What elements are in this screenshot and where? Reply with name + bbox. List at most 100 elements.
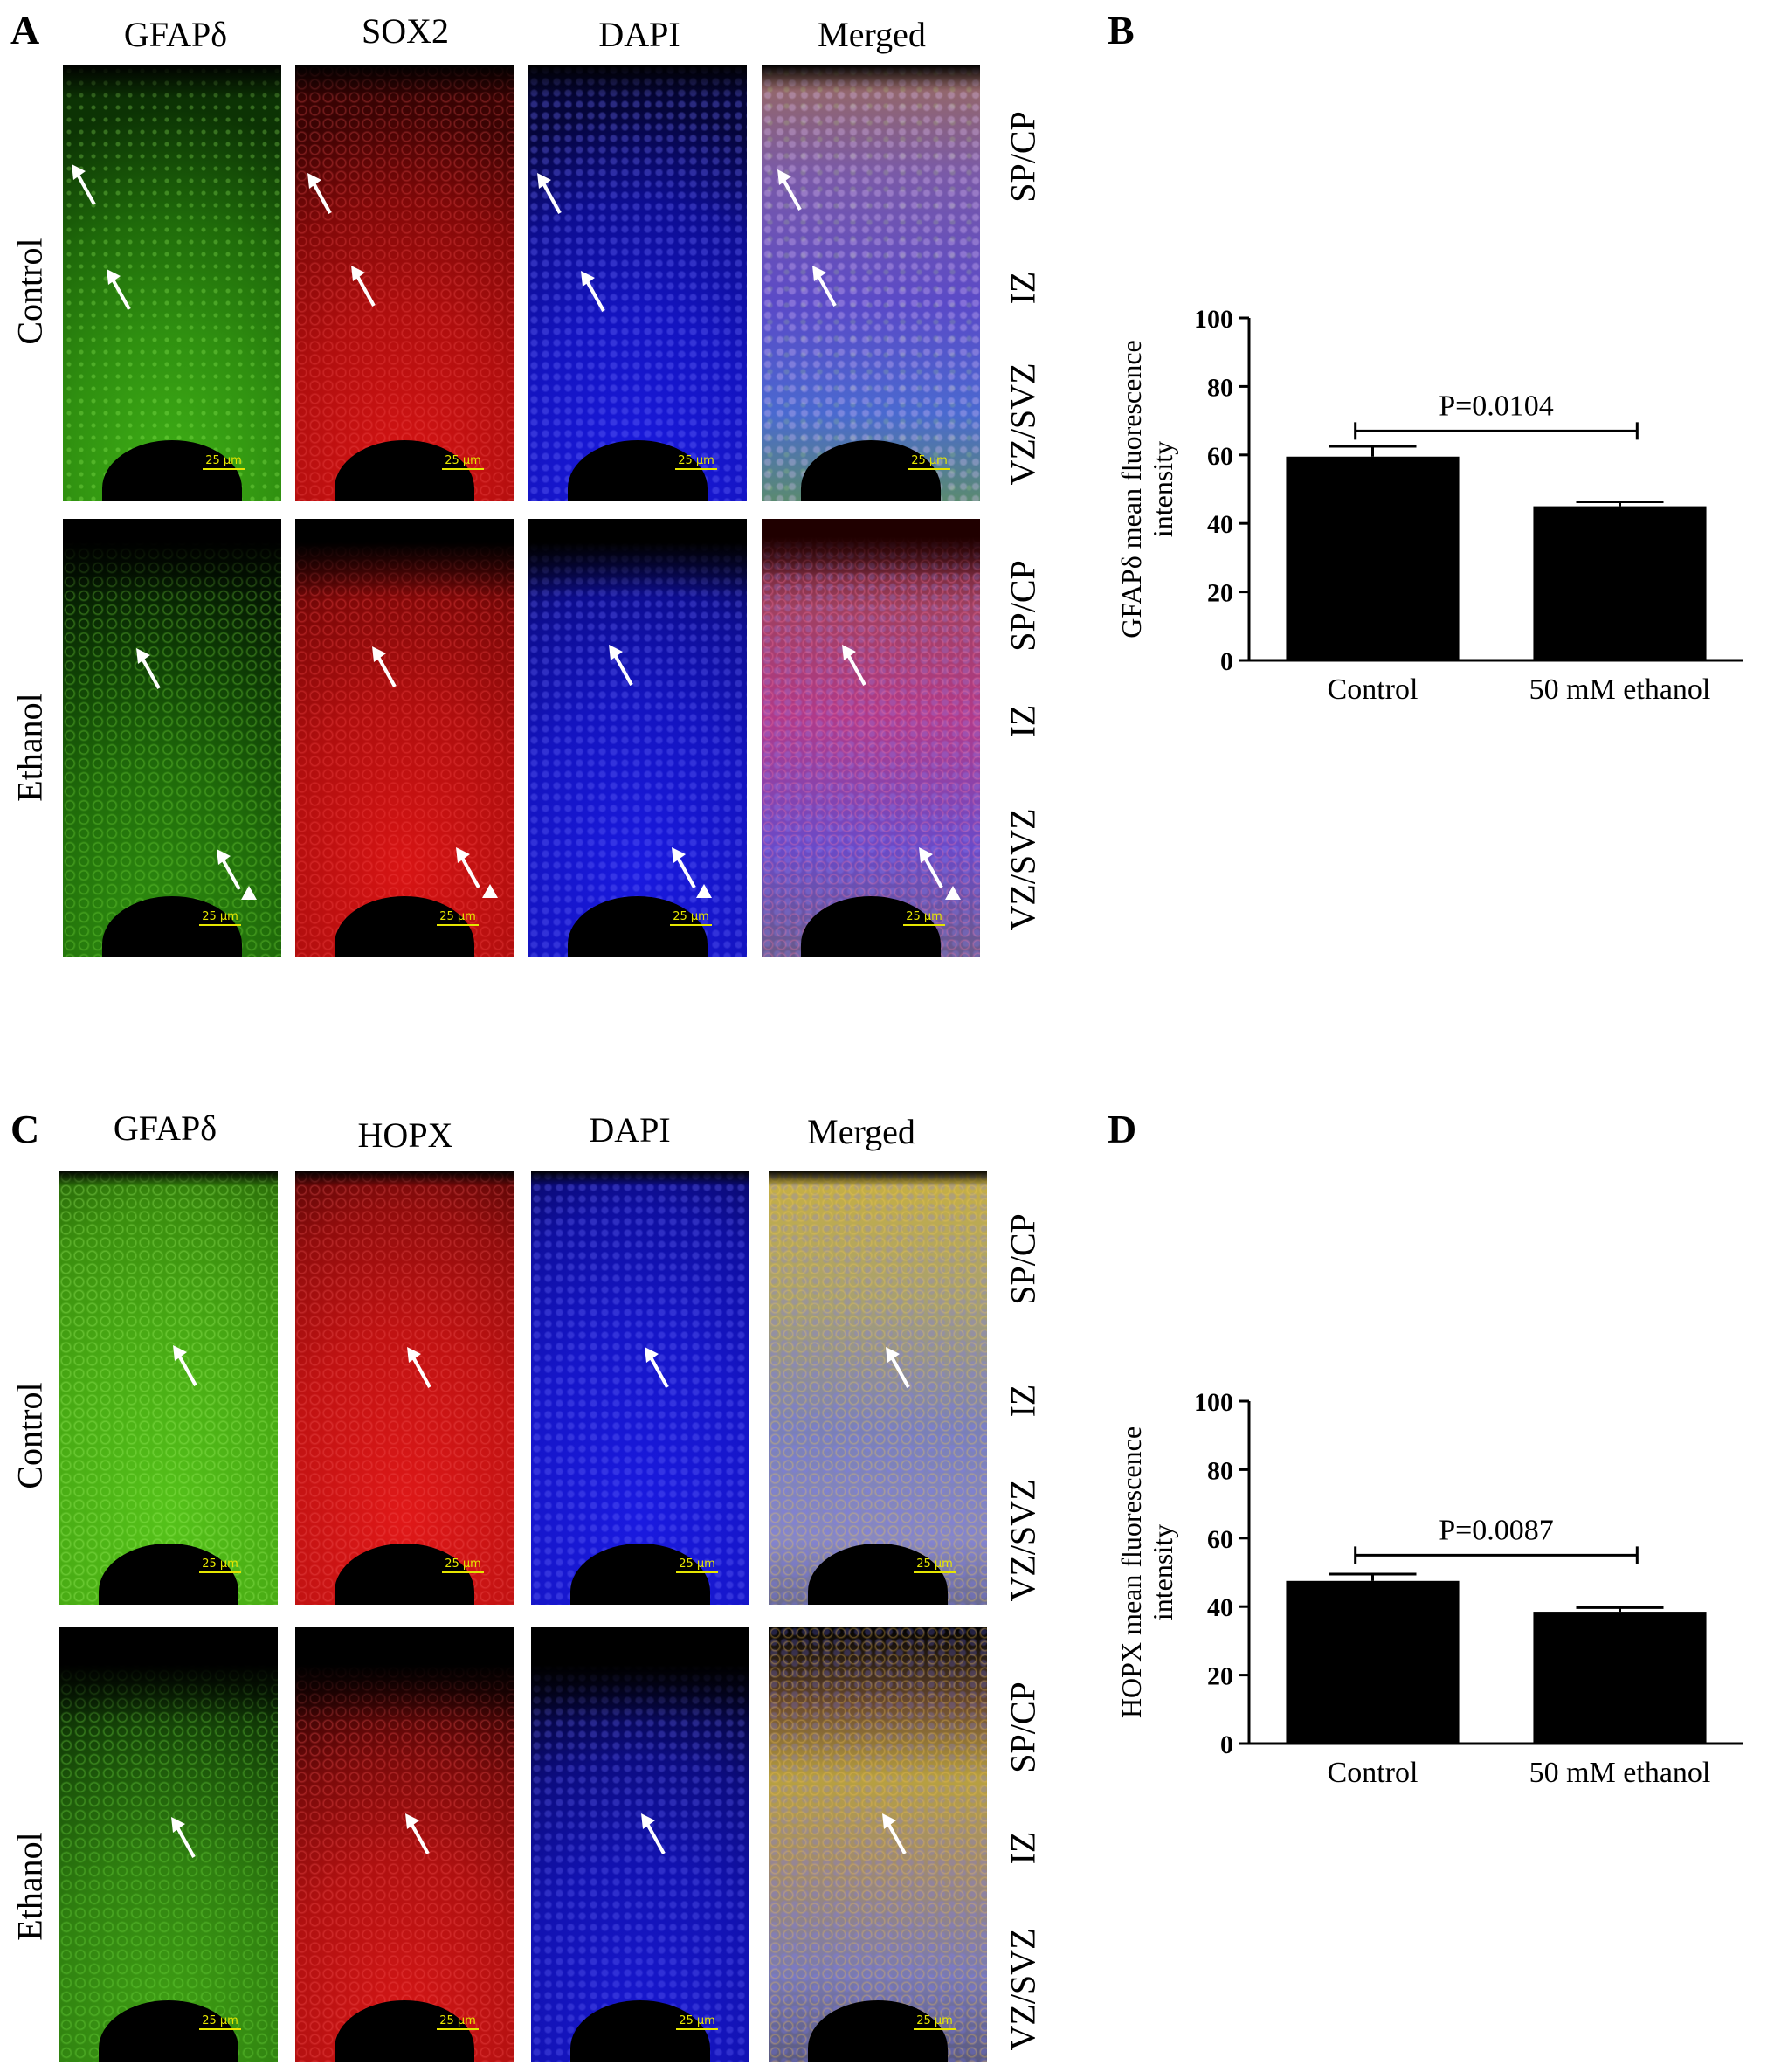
y-tick-label: 40 bbox=[1207, 510, 1233, 539]
micrograph-gfap-control: 25 µm bbox=[63, 65, 281, 501]
col-label-sox2: SOX2 bbox=[361, 11, 450, 51]
arrow-marker bbox=[351, 266, 376, 307]
scale-bar: 25 µm bbox=[437, 910, 479, 926]
y-tick-label: 0 bbox=[1220, 1730, 1233, 1759]
micrograph-merged-control: 25 µm bbox=[769, 1171, 987, 1605]
zone-label-iz: IZ bbox=[1003, 1831, 1043, 1865]
micrograph-dapi-ethanol: 25 µm bbox=[531, 1627, 749, 2062]
y-axis-label-line: intensity bbox=[1147, 441, 1178, 537]
arrow-marker bbox=[456, 847, 480, 888]
row-label-ethanol: Ethanol bbox=[10, 693, 50, 802]
scale-bar: 25 µm bbox=[914, 2014, 956, 2030]
col-label-hopx: HOPX bbox=[357, 1115, 453, 1155]
zone-label-spcp: SP/CP bbox=[1003, 560, 1043, 652]
scale-bar: 25 µm bbox=[437, 2014, 479, 2030]
bar bbox=[1286, 1580, 1460, 1744]
micrograph-hopx-control: 25 µm bbox=[295, 1171, 514, 1605]
scale-bar: 25 µm bbox=[670, 910, 712, 926]
y-tick-label: 0 bbox=[1220, 647, 1233, 676]
arrow-marker bbox=[372, 646, 397, 687]
micrograph-dapi-control: 25 µm bbox=[531, 1171, 749, 1605]
zone-label-iz: IZ bbox=[1003, 704, 1043, 738]
scale-bar: 25 µm bbox=[442, 1557, 484, 1573]
y-axis-label: HOPX mean fluorescence intensity bbox=[1115, 1426, 1178, 1718]
y-tick-label: 80 bbox=[1207, 1456, 1233, 1485]
scale-bar: 25 µm bbox=[199, 2014, 241, 2030]
arrow-marker bbox=[645, 1347, 669, 1388]
col-label-merged: Merged bbox=[818, 15, 926, 54]
arrow-marker bbox=[72, 164, 96, 205]
arrow-marker bbox=[136, 648, 161, 689]
y-tick-label: 80 bbox=[1207, 373, 1233, 402]
zone-label-spcp: SP/CP bbox=[1003, 1682, 1043, 1773]
row-label-control: Control bbox=[10, 1382, 50, 1489]
arrow-marker bbox=[307, 173, 332, 214]
bar bbox=[1533, 1612, 1707, 1744]
arrow-marker bbox=[171, 1817, 196, 1858]
zone-label-iz: IZ bbox=[1003, 271, 1043, 305]
bar bbox=[1533, 506, 1707, 660]
micrograph-merged-ethanol: 25 µm bbox=[769, 1627, 987, 2062]
y-axis-label-line: HOPX mean fluorescence bbox=[1115, 1426, 1147, 1718]
x-tick-label: Control bbox=[1328, 1757, 1419, 1789]
scale-bar: 25 µm bbox=[903, 910, 945, 926]
y-tick-label: 20 bbox=[1207, 1662, 1233, 1691]
zone-label-vzsvz: VZ/SVZ bbox=[1003, 1479, 1043, 1602]
x-tick-label: 50 mM ethanol bbox=[1529, 673, 1711, 706]
scale-bar: 25 µm bbox=[199, 1557, 241, 1573]
scale-bar: 25 µm bbox=[676, 1557, 718, 1573]
micrograph-merged-control: 25 µm bbox=[762, 65, 980, 501]
y-tick-label: 100 bbox=[1194, 1388, 1233, 1417]
micrograph-sox2-ethanol: 25 µm bbox=[295, 519, 514, 957]
x-tick-label: 50 mM ethanol bbox=[1529, 1757, 1711, 1789]
col-label-gfap: GFAPδ bbox=[123, 15, 228, 54]
scale-bar: 25 µm bbox=[914, 1557, 956, 1573]
bar-chart-gfap: 0 20 40 60 80 100 GFAPδ mean fluorescence inten… bbox=[1115, 305, 1743, 706]
arrow-marker bbox=[107, 269, 131, 310]
y-tick-label: 20 bbox=[1207, 579, 1233, 608]
scale-bar: 25 µm bbox=[908, 454, 950, 470]
row-label-control: Control bbox=[10, 238, 50, 345]
micrograph-gfap-control: 25 µm bbox=[59, 1171, 278, 1605]
zone-label-vzsvz: VZ/SVZ bbox=[1003, 808, 1043, 931]
zone-label-vzsvz: VZ/SVZ bbox=[1003, 1928, 1043, 2051]
arrow-marker bbox=[581, 271, 605, 312]
scale-bar: 25 µm bbox=[442, 454, 484, 470]
bar-chart-hopx: 0 20 40 60 80 100 HOPX mean fluorescence intens… bbox=[1115, 1388, 1743, 1789]
scale-bar: 25 µm bbox=[199, 910, 241, 926]
zone-label-iz: IZ bbox=[1003, 1384, 1043, 1418]
zone-label-spcp: SP/CP bbox=[1003, 1213, 1043, 1305]
arrow-marker bbox=[609, 645, 633, 686]
col-label-dapi: DAPI bbox=[598, 15, 680, 54]
arrowhead-marker bbox=[696, 884, 712, 898]
arrow-marker bbox=[672, 847, 696, 888]
micrograph-gfap-ethanol: 25 µm bbox=[59, 1627, 278, 2062]
col-label-dapi: DAPI bbox=[589, 1110, 671, 1150]
micrograph-dapi-ethanol: 25 µm bbox=[528, 519, 747, 957]
panel-letter-a: A bbox=[10, 8, 40, 52]
arrow-marker bbox=[886, 1347, 910, 1388]
p-value-label: P=0.0087 bbox=[1439, 1514, 1554, 1546]
micrograph-merged-ethanol: 25 µm bbox=[762, 519, 980, 957]
arrow-marker bbox=[882, 1813, 907, 1854]
arrow-marker bbox=[842, 645, 866, 686]
scale-bar: 25 µm bbox=[676, 2014, 718, 2030]
arrow-marker bbox=[641, 1813, 666, 1854]
arrow-marker bbox=[812, 266, 837, 307]
arrow-marker bbox=[217, 849, 241, 890]
arrowhead-marker bbox=[945, 886, 961, 900]
arrow-marker bbox=[777, 169, 802, 211]
p-value-label: P=0.0104 bbox=[1439, 390, 1554, 422]
arrow-marker bbox=[537, 173, 562, 214]
y-axis-label-line: GFAPδ mean fluorescence bbox=[1115, 340, 1147, 638]
y-tick-label: 60 bbox=[1207, 442, 1233, 471]
micrograph-gfap-ethanol: 25 µm bbox=[63, 519, 281, 957]
panel-letter-d: D bbox=[1108, 1107, 1137, 1151]
arrow-marker bbox=[407, 1347, 431, 1388]
row-label-ethanol: Ethanol bbox=[10, 1832, 50, 1941]
arrow-marker bbox=[405, 1813, 430, 1854]
zone-label-spcp: SP/CP bbox=[1003, 111, 1043, 203]
micrograph-dapi-control: 25 µm bbox=[528, 65, 747, 501]
x-tick-label: Control bbox=[1328, 673, 1419, 706]
bar bbox=[1286, 456, 1460, 660]
